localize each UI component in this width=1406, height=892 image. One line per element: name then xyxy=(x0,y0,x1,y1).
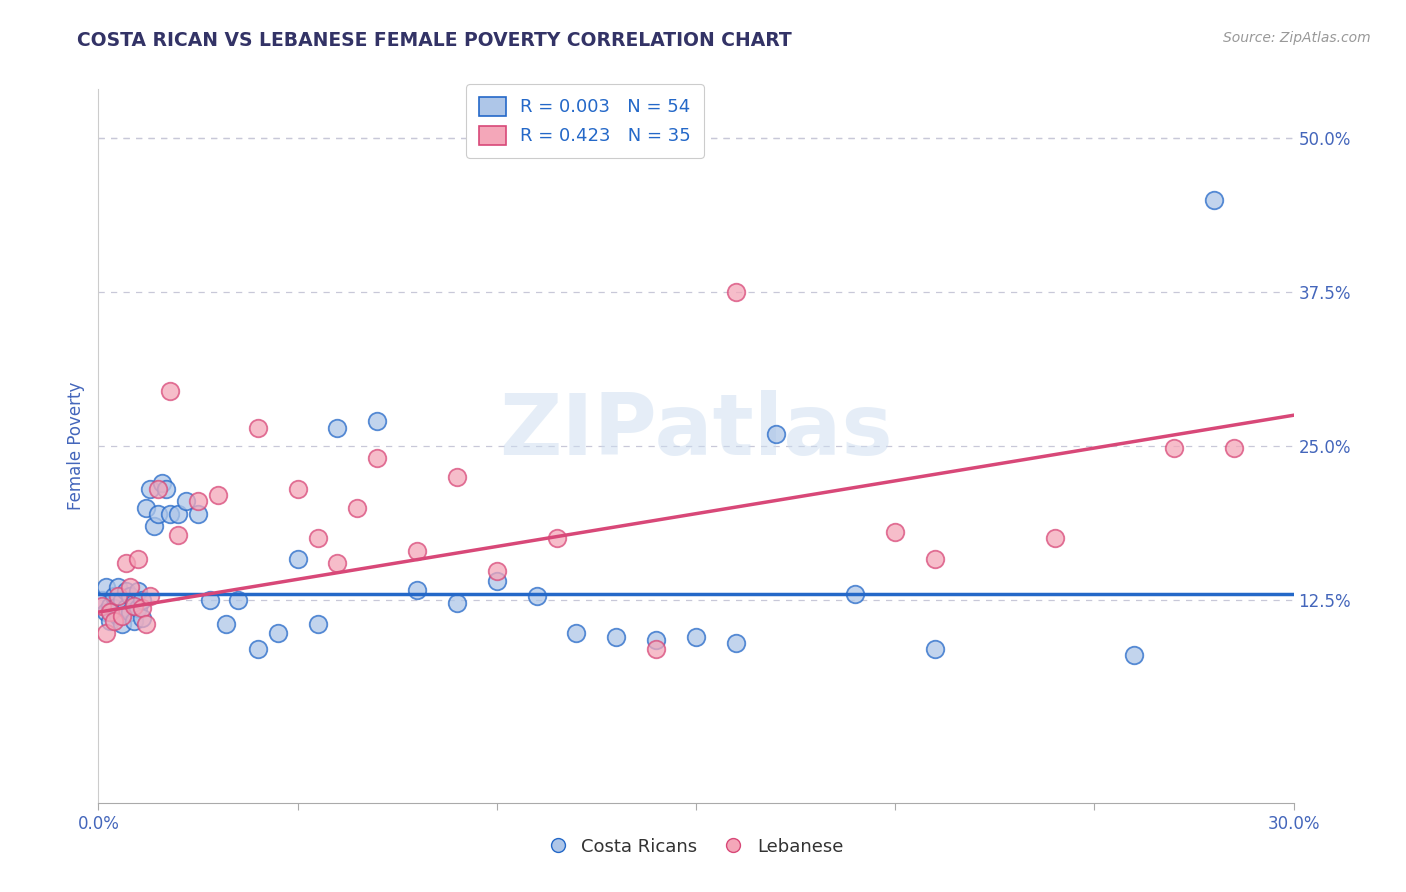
Point xyxy=(159,384,181,398)
Point xyxy=(111,592,134,607)
Point xyxy=(765,426,787,441)
Point xyxy=(98,605,122,619)
Point xyxy=(107,608,129,623)
Point xyxy=(546,531,568,545)
Point xyxy=(844,587,866,601)
Point xyxy=(924,642,946,657)
Point xyxy=(135,617,157,632)
Point xyxy=(1223,442,1246,456)
Text: COSTA RICAN VS LEBANESE FEMALE POVERTY CORRELATION CHART: COSTA RICAN VS LEBANESE FEMALE POVERTY C… xyxy=(77,31,792,50)
Point xyxy=(366,451,388,466)
Point xyxy=(267,626,290,640)
Point xyxy=(135,500,157,515)
Point xyxy=(1123,648,1146,662)
Point xyxy=(159,507,181,521)
Point xyxy=(167,507,190,521)
Point xyxy=(124,597,146,611)
Point xyxy=(366,414,388,428)
Point xyxy=(226,592,249,607)
Point xyxy=(120,589,142,603)
Point xyxy=(120,581,142,595)
Point xyxy=(605,630,627,644)
Point xyxy=(131,592,153,607)
Point xyxy=(174,494,197,508)
Point xyxy=(91,592,114,607)
Point xyxy=(924,552,946,566)
Point xyxy=(685,630,707,644)
Point xyxy=(246,642,269,657)
Point xyxy=(139,589,162,603)
Point xyxy=(115,601,138,615)
Point xyxy=(96,581,118,595)
Point xyxy=(139,482,162,496)
Point xyxy=(167,527,190,541)
Point xyxy=(406,543,429,558)
Point xyxy=(148,482,170,496)
Point xyxy=(98,599,122,613)
Y-axis label: Female Poverty: Female Poverty xyxy=(66,382,84,510)
Legend: Costa Ricans, Lebanese: Costa Ricans, Lebanese xyxy=(540,829,852,865)
Point xyxy=(246,420,269,434)
Point xyxy=(187,494,209,508)
Point xyxy=(124,599,146,613)
Point xyxy=(150,475,173,490)
Point xyxy=(124,614,146,628)
Point xyxy=(127,552,149,566)
Point xyxy=(103,614,125,628)
Point xyxy=(120,605,142,619)
Point xyxy=(307,617,329,632)
Point xyxy=(111,608,134,623)
Point xyxy=(485,565,508,579)
Point xyxy=(111,617,134,632)
Point xyxy=(645,642,668,657)
Point xyxy=(1202,193,1225,207)
Point xyxy=(485,574,508,589)
Point xyxy=(155,482,177,496)
Point xyxy=(326,556,349,570)
Text: ZIPatlas: ZIPatlas xyxy=(499,390,893,474)
Point xyxy=(326,420,349,434)
Point xyxy=(131,601,153,615)
Point xyxy=(115,556,138,570)
Point xyxy=(446,597,468,611)
Point xyxy=(91,599,114,613)
Point xyxy=(724,636,747,650)
Point xyxy=(103,601,125,615)
Point xyxy=(127,584,149,599)
Point xyxy=(645,633,668,648)
Point xyxy=(115,584,138,599)
Point xyxy=(565,626,588,640)
Point xyxy=(1043,531,1066,545)
Point xyxy=(107,581,129,595)
Point xyxy=(884,525,907,540)
Point xyxy=(406,582,429,597)
Point xyxy=(107,589,129,603)
Point xyxy=(346,500,368,515)
Point xyxy=(446,469,468,483)
Point xyxy=(207,488,229,502)
Point xyxy=(307,531,329,545)
Text: Source: ZipAtlas.com: Source: ZipAtlas.com xyxy=(1223,31,1371,45)
Point xyxy=(98,614,122,628)
Point xyxy=(96,626,118,640)
Point xyxy=(143,519,166,533)
Point xyxy=(127,601,149,615)
Point xyxy=(287,552,309,566)
Point xyxy=(526,589,548,603)
Point xyxy=(96,605,118,619)
Point xyxy=(198,592,221,607)
Point xyxy=(131,611,153,625)
Point xyxy=(215,617,238,632)
Point xyxy=(724,285,747,300)
Point xyxy=(187,507,209,521)
Point xyxy=(103,589,125,603)
Point xyxy=(148,507,170,521)
Point xyxy=(287,482,309,496)
Point xyxy=(1163,442,1185,456)
